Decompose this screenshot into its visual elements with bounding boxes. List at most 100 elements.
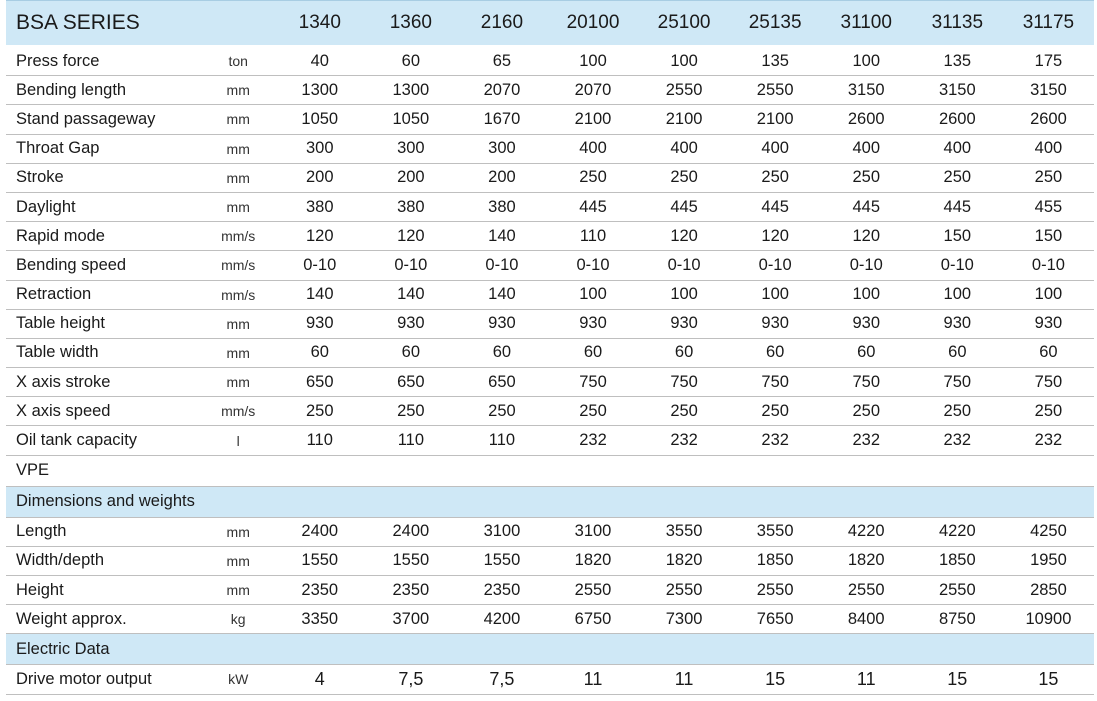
- spec-value: 4220: [911, 517, 1003, 547]
- model-header: 25100: [638, 0, 730, 47]
- spec-value: 300: [456, 134, 548, 164]
- spec-value: 1300: [365, 75, 457, 106]
- spec-value: 1550: [274, 546, 366, 577]
- spec-unit: mm: [202, 309, 275, 339]
- spec-value: 2350: [274, 575, 366, 606]
- spec-value: 930: [547, 309, 639, 339]
- spec-value: 65: [456, 46, 548, 77]
- spec-value: 750: [911, 367, 1003, 398]
- spec-value: 2850: [1002, 575, 1094, 606]
- spec-value: 3150: [1002, 75, 1094, 106]
- spec-unit: mm: [202, 75, 275, 106]
- table-row: Weight approx. kg 3350 3700 4200 6750 7300 7650…: [6, 604, 1094, 635]
- spec-name: Throat Gap: [6, 134, 203, 164]
- spec-unit: kW: [202, 664, 275, 695]
- spec-value: 11: [820, 664, 912, 695]
- spec-value: 110: [456, 425, 548, 456]
- table-row: Height mm 2350 2350 2350 2550 2550 2550 2550 2550…: [6, 575, 1094, 606]
- spec-value: 2070: [456, 75, 548, 106]
- spec-value: 2070: [547, 75, 639, 106]
- spec-value: 250: [365, 396, 457, 427]
- spec-value: 3100: [547, 517, 639, 547]
- spec-value: 250: [729, 163, 821, 193]
- spec-value: 750: [729, 367, 821, 398]
- spec-value: 250: [456, 396, 548, 427]
- spec-name: Drive motor output: [6, 664, 203, 695]
- spec-value: 3100: [456, 517, 548, 547]
- spec-value: 3150: [911, 75, 1003, 106]
- spec-value: 0-10: [729, 250, 821, 281]
- spec-unit: mm: [202, 134, 275, 164]
- spec-value: 250: [911, 163, 1003, 193]
- spec-value: 2550: [820, 575, 912, 606]
- table-row: Stroke mm 200 200 200 250 250 250 250 250 250: [6, 163, 1094, 193]
- unit-header: [202, 0, 275, 47]
- spec-value: 1670: [456, 104, 548, 135]
- spec-value: 750: [638, 367, 730, 398]
- spec-value: 1050: [274, 104, 366, 135]
- spec-value: 7,5: [456, 664, 548, 695]
- spec-name: Bending length: [6, 75, 203, 106]
- model-header: 31100: [820, 0, 912, 47]
- spec-value: 930: [365, 309, 457, 339]
- spec-value: 232: [729, 425, 821, 456]
- spec-value: 200: [456, 163, 548, 193]
- spec-value: 60: [729, 338, 821, 369]
- table-row: X axis stroke mm 650 650 650 750 750 750 750 750 7…: [6, 367, 1094, 398]
- spec-value: 250: [638, 396, 730, 427]
- spec-value: 7300: [638, 604, 730, 635]
- spec-value: 445: [729, 192, 821, 223]
- table-row: Press force ton 40 60 65 100 100 135 100 135 175: [6, 46, 1094, 77]
- spec-value: 6750: [547, 604, 639, 635]
- vpe-row-label: VPE: [6, 455, 1094, 487]
- spec-value: 250: [547, 163, 639, 193]
- spec-value: 200: [274, 163, 366, 193]
- spec-value: 60: [820, 338, 912, 369]
- spec-value: 3550: [638, 517, 730, 547]
- spec-value: 2600: [820, 104, 912, 135]
- table-row: Rapid mode mm/s 120 120 140 110 120 120 120 150 15…: [6, 221, 1094, 252]
- table-row: Stand passageway mm 1050 1050 1670 2100 2100 21…: [6, 104, 1094, 135]
- spec-value: 110: [274, 425, 366, 456]
- spec-value: 4220: [820, 517, 912, 547]
- spec-value: 7650: [729, 604, 821, 635]
- table-row: Width/depth mm 1550 1550 1550 1820 1820 1850 182…: [6, 546, 1094, 577]
- table-row: Table height mm 930 930 930 930 930 930 930 930 93…: [6, 309, 1094, 339]
- spec-unit: mm/s: [202, 396, 275, 427]
- spec-unit: mm/s: [202, 250, 275, 281]
- spec-value: 0-10: [1002, 250, 1094, 281]
- spec-value: 400: [911, 134, 1003, 164]
- spec-value: 445: [820, 192, 912, 223]
- spec-value: 250: [1002, 396, 1094, 427]
- spec-value: 380: [274, 192, 366, 223]
- spec-value: 2550: [911, 575, 1003, 606]
- spec-value: 120: [820, 221, 912, 252]
- model-header: 1340: [274, 0, 366, 47]
- spec-value: 0-10: [638, 250, 730, 281]
- series-title: BSA SERIES: [6, 0, 203, 47]
- spec-unit: mm: [202, 546, 275, 577]
- spec-name: Press force: [6, 46, 203, 77]
- spec-value: 930: [729, 309, 821, 339]
- spec-value: 250: [729, 396, 821, 427]
- model-header: 1360: [365, 0, 457, 47]
- spec-value: 300: [365, 134, 457, 164]
- spec-value: 0-10: [274, 250, 366, 281]
- spec-value: 750: [547, 367, 639, 398]
- spec-name: Weight approx.: [6, 604, 203, 635]
- spec-value: 40: [274, 46, 366, 77]
- spec-value: 135: [911, 46, 1003, 77]
- spec-unit: ton: [202, 46, 275, 77]
- spec-value: 930: [1002, 309, 1094, 339]
- spec-value: 60: [456, 338, 548, 369]
- spec-value: 400: [729, 134, 821, 164]
- table-row: Daylight mm 380 380 380 445 445 445 445 445 455: [6, 192, 1094, 223]
- spec-value: 60: [547, 338, 639, 369]
- spec-unit: l: [202, 425, 275, 456]
- model-header: 31135: [911, 0, 1003, 47]
- spec-value: 2550: [638, 75, 730, 106]
- spec-value: 650: [365, 367, 457, 398]
- spec-value: 930: [911, 309, 1003, 339]
- spec-unit: kg: [202, 604, 275, 635]
- spec-value: 0-10: [911, 250, 1003, 281]
